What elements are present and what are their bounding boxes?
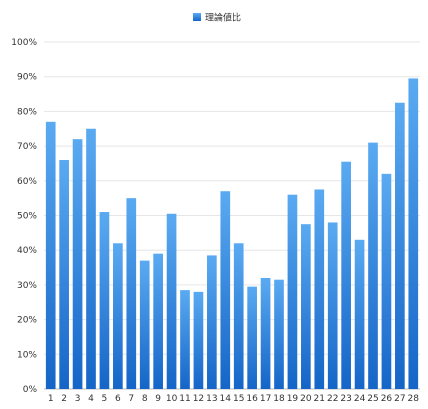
y-tick-label: 70% (17, 142, 37, 152)
x-tick-label: 8 (142, 394, 148, 404)
y-tick-label: 30% (17, 281, 37, 291)
x-tick-label: 22 (327, 394, 338, 404)
bars (45, 78, 419, 389)
x-tick-label: 19 (287, 394, 299, 404)
bar-14 (220, 191, 231, 389)
legend-swatch (193, 13, 201, 21)
bar-4 (86, 128, 96, 389)
y-tick-label: 10% (17, 350, 37, 360)
x-tick-label: 1 (48, 394, 54, 404)
x-tick-label: 11 (179, 394, 190, 404)
bar-26 (381, 173, 392, 389)
bar-23 (341, 161, 351, 389)
bar-12 (193, 291, 204, 389)
bar-13 (207, 255, 217, 389)
bar-9 (153, 253, 163, 389)
x-tick-label: 2 (61, 394, 67, 404)
bar-20 (301, 224, 311, 389)
legend-label: 理論値比 (205, 12, 241, 24)
x-tick-label: 6 (115, 394, 121, 404)
x-tick-label: 5 (102, 394, 108, 404)
bar-11 (180, 290, 190, 389)
bar-7 (126, 198, 137, 389)
x-tick-label: 15 (233, 394, 244, 404)
x-tick-label: 16 (246, 394, 258, 404)
bar-16 (247, 286, 257, 389)
x-tick-label: 4 (88, 394, 94, 404)
y-tick-label: 60% (17, 177, 37, 187)
bar-8 (139, 260, 150, 389)
bar-24 (354, 239, 365, 389)
bar-28 (408, 78, 419, 389)
x-tick-label: 26 (381, 394, 393, 404)
x-tick-label: 3 (75, 394, 81, 404)
bar-2 (59, 159, 69, 389)
y-tick-label: 90% (17, 73, 37, 83)
legend: 理論値比 (193, 12, 241, 24)
y-axis: 0% 10% 20% 30% 40% 50% 60% 70% 80% 90% 100% (11, 38, 37, 395)
x-axis: 1 2 3 4 5 6 7 8 9 10 11 12 13 14 15 16 17 18 19 20 21 22 23 24 2… (48, 394, 419, 404)
x-tick-label: 13 (206, 394, 217, 404)
bar-17 (260, 277, 271, 389)
x-tick-label: 25 (367, 394, 378, 404)
x-tick-label: 9 (155, 394, 161, 404)
bar-19 (287, 194, 298, 389)
y-tick-label: 20% (17, 316, 37, 326)
x-tick-label: 14 (220, 394, 232, 404)
x-tick-label: 27 (394, 394, 405, 404)
x-tick-label: 18 (273, 394, 285, 404)
bar-10 (166, 213, 177, 389)
bar-18 (274, 279, 284, 389)
y-tick-label: 40% (17, 246, 37, 256)
x-tick-label: 23 (340, 394, 351, 404)
y-tick-label: 80% (17, 107, 37, 117)
x-tick-label: 28 (408, 394, 420, 404)
bar-5 (99, 212, 110, 389)
x-tick-label: 10 (166, 394, 178, 404)
bar-3 (72, 139, 83, 389)
bar-21 (314, 189, 325, 389)
bar-25 (368, 142, 378, 389)
y-tick-label: 100% (11, 38, 37, 48)
x-tick-label: 17 (260, 394, 271, 404)
x-tick-label: 7 (128, 394, 134, 404)
bar-22 (327, 222, 338, 389)
x-tick-label: 24 (354, 394, 366, 404)
x-tick-label: 20 (300, 394, 312, 404)
x-tick-label: 12 (193, 394, 204, 404)
y-tick-label: 0% (23, 385, 38, 395)
x-tick-label: 21 (314, 394, 325, 404)
y-tick-label: 50% (17, 212, 37, 222)
bar-15 (233, 243, 244, 389)
bar-6 (113, 243, 123, 389)
bar-27 (395, 102, 405, 389)
bar-1 (45, 121, 56, 389)
